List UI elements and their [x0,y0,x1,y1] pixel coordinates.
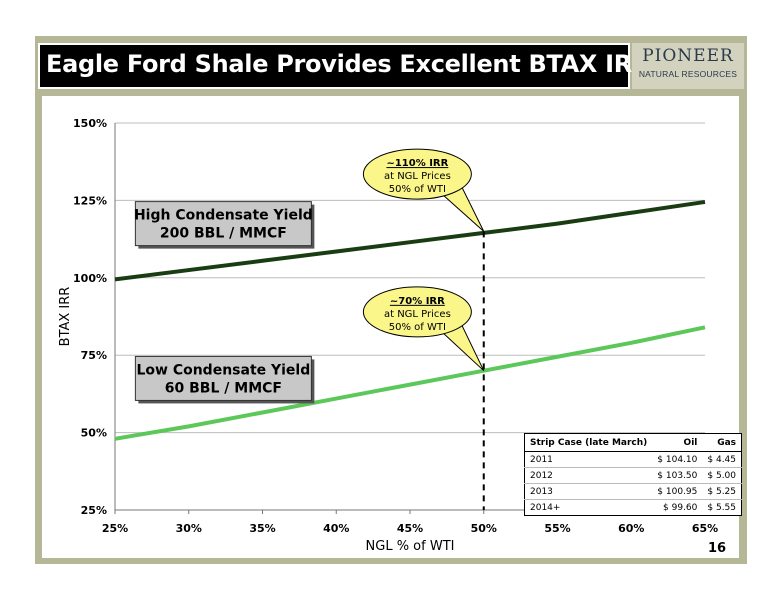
x-tick-label: 25% [102,522,128,535]
table-cell-gas: $ 5.55 [702,499,742,516]
table-cell-gas: $ 4.45 [702,451,742,468]
x-tick-label: 45% [397,522,423,535]
high-condensate-line [114,199,706,282]
company-logo [632,43,744,89]
table-cell-year: 2014+ [524,499,653,516]
callout-line-2: at NGL Prices [384,171,451,182]
table-cell-oil: $ 104.10 [652,451,703,468]
x-tick-label: 35% [249,522,275,535]
page-title: Eagle Ford Shale Provides Excellent BTAX… [46,50,665,78]
logo-wordmark: PIONEER [642,46,734,66]
x-tick-label: 50% [471,522,497,535]
strip-price-table: Strip Case (late March) Oil Gas 2011 $ 1… [524,433,743,516]
callout-high-irr: ~110% IRR at NGL Prices 50% of WTI [362,148,485,232]
title-bar [38,43,630,89]
callout-bubble [362,148,472,200]
table-cell-year: 2011 [524,451,653,468]
y-tick-label: 100% [73,272,107,285]
table-row: 2011 $ 104.10 $ 4.45 [524,451,742,468]
table-cell-year: 2013 [524,483,653,500]
x-tick-label: 30% [176,522,202,535]
x-tick-label: 65% [692,522,718,535]
table-header-case: Strip Case (late March) [524,433,653,452]
callout-line-2: at NGL Prices [384,309,451,320]
callout-line-3: 50% of WTI [389,184,446,195]
page-number: 16 [708,541,727,556]
callout-line-3: 50% of WTI [389,322,446,333]
table-cell-gas: $ 5.00 [702,467,742,484]
label-line-2: 60 BBL / MMCF [165,380,282,396]
table-row: 2012 $ 103.50 $ 5.00 [524,467,742,484]
label-line-1: Low Condensate Yield [136,362,310,378]
label-box [134,201,312,247]
high-condensate-label: High Condensate Yield 200 BBL / MMCF [134,201,315,249]
y-tick-label: 50% [81,427,107,440]
table-cell-gas: $ 5.25 [702,483,742,500]
callout-title: ~70% IRR [390,296,445,307]
label-box [134,355,312,401]
callout-bubble [362,286,472,338]
table-cell-oil: $ 100.95 [652,483,703,500]
table-cell-oil: $ 99.60 [652,499,703,516]
y-tick-label: 75% [81,349,107,362]
table-row: 2014+ $ 99.60 $ 5.55 [524,499,742,516]
x-tick-label: 40% [323,522,349,535]
callout-title: ~110% IRR [386,158,448,169]
x-tick-label: 60% [618,522,644,535]
table-cell-oil: $ 103.50 [652,467,703,484]
y-tick-label: 25% [81,504,107,517]
y-axis-label: BTAX IRR [58,287,73,347]
low-condensate-label: Low Condensate Yield 60 BBL / MMCF [134,355,315,404]
y-tick-label: 150% [73,117,107,130]
x-axis-label: NGL % of WTI [366,539,455,554]
callout-low-irr: ~70% IRR at NGL Prices 50% of WTI [362,286,485,372]
label-line-1: High Condensate Yield [134,208,313,224]
y-tick-label: 125% [73,194,107,207]
label-line-2: 200 BBL / MMCF [160,226,287,242]
x-tick-label: 55% [544,522,570,535]
table-header-row: Strip Case (late March) Oil Gas [524,433,742,452]
low-condensate-line [114,325,706,441]
logo-subtitle: NATURAL RESOURCES [638,69,738,79]
table-cell-year: 2012 [524,467,653,484]
callout-seam [433,176,460,187]
table-header-oil: Oil [652,433,703,452]
table-row: 2013 $ 100.95 $ 5.25 [524,483,742,500]
irr-chart: 25% 50% 75% 100% 125% 150% 25% 30% 35% 40% 45% 50% 5… [58,117,718,554]
table-header-gas: Gas [702,433,742,452]
